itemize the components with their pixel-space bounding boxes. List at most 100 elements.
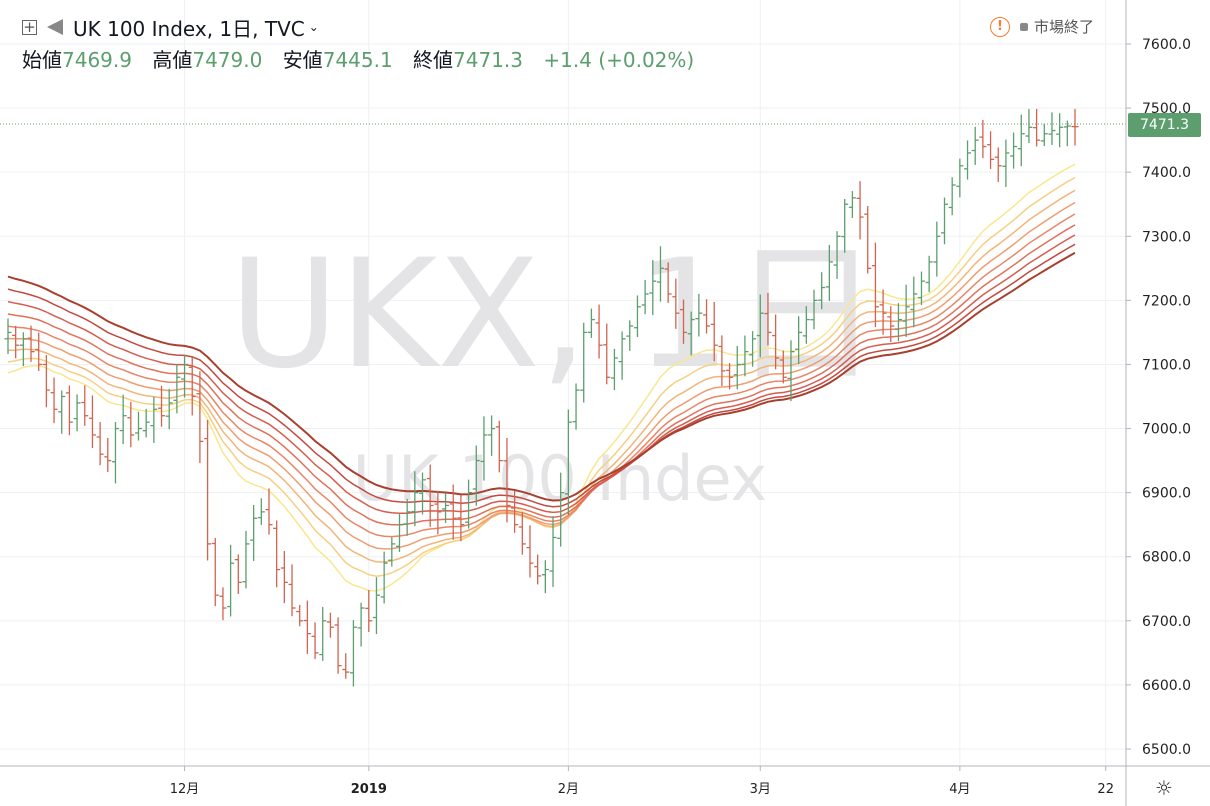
ohlc-bar — [956, 158, 964, 198]
ohlc-bar — [426, 464, 434, 527]
ohlc-bar — [265, 488, 273, 535]
ohlc-bar — [296, 604, 304, 627]
ohlc-bar — [96, 422, 104, 466]
ohlc-bar — [434, 490, 442, 535]
ohlc-bar — [941, 197, 949, 245]
plus-icon[interactable]: + — [22, 17, 37, 36]
open-value: 7469.9 — [62, 48, 132, 72]
ohlc-bar — [902, 284, 910, 337]
ohlc-bar — [948, 177, 956, 216]
ohlc-bar — [58, 390, 66, 434]
ohlc-bar — [419, 472, 427, 515]
low-label: 安値 — [282, 48, 323, 72]
time-axis: 12月 2019 2月 3月 4月 22 — [170, 766, 1114, 797]
ohlc-bar — [380, 551, 388, 604]
ohlc-bar — [411, 471, 419, 527]
ohlc-bar — [1056, 113, 1064, 148]
ohlc-bar — [449, 484, 457, 540]
ohlc-bar — [250, 504, 258, 561]
chevron-down-icon[interactable]: ⌄ — [308, 20, 319, 34]
ohlc-bar — [1002, 139, 1010, 187]
ohlc-bar — [403, 498, 411, 536]
ohlc-bar — [227, 544, 235, 617]
ohlc-bar — [917, 271, 925, 306]
y-tick-label: 6500.0 — [1142, 742, 1191, 758]
ohlc-bar — [779, 350, 787, 384]
ohlc-bar — [687, 311, 695, 356]
warning-icon[interactable]: ! — [990, 16, 1010, 37]
ohlc-bar — [495, 420, 503, 473]
ohlc-bar — [35, 332, 43, 371]
symbol-title[interactable]: UK 100 Index, 1日, TVC — [73, 16, 305, 41]
ohlc-bar — [572, 383, 580, 430]
ohlc-bar — [795, 316, 803, 365]
ohlc-bar — [764, 292, 772, 346]
ohlc-bars — [4, 108, 1079, 687]
ohlc-bar — [810, 289, 818, 330]
status-dot-icon — [1020, 22, 1028, 31]
ohlc-bar — [1040, 123, 1048, 147]
ohlc-bar — [841, 199, 849, 253]
market-status-text: 市場終了 — [1034, 18, 1095, 36]
ohlc-bar — [703, 299, 711, 334]
y-tick-label: 7600.0 — [1142, 37, 1191, 53]
ohlc-bar — [656, 246, 664, 302]
ohlc-bar — [818, 272, 826, 310]
ohlc-bar — [618, 331, 626, 380]
last-price-badge: 7471.3 — [1128, 113, 1201, 137]
ohlc-bar — [50, 377, 58, 424]
ohlc-bar — [488, 415, 496, 456]
ohlc-bar — [104, 437, 112, 473]
ohlc-bar — [595, 304, 603, 359]
ohlc-bar — [979, 119, 987, 159]
ohlc-bar — [1017, 114, 1025, 167]
y-tick-label: 6800.0 — [1142, 550, 1191, 566]
ema-line-30 — [7, 189, 1076, 563]
settings-icon[interactable]: ☼ — [1155, 776, 1173, 800]
ohlc-bar — [603, 323, 611, 385]
ohlc-bar — [1033, 108, 1041, 147]
ohlc-bar — [680, 299, 688, 344]
ohlc-bar — [664, 262, 672, 303]
ohlc-bar — [196, 371, 204, 464]
x-tick-label: 3月 — [750, 782, 771, 797]
ohlc-bar — [42, 355, 50, 408]
ohlc-bar — [587, 308, 595, 338]
ohlc-bar — [280, 551, 288, 604]
ohlc-bar — [633, 295, 641, 337]
ohlc-bar — [342, 653, 350, 679]
ohlc-bar — [395, 514, 403, 552]
x-tick-label: 22 — [1097, 782, 1114, 797]
ohlc-bar — [158, 385, 166, 427]
x-tick-label: 2月 — [558, 782, 579, 797]
ema-line-55 — [7, 243, 1076, 508]
ohlc-bar — [204, 420, 212, 561]
ohlc-bar — [695, 293, 703, 337]
ohlc-bar — [726, 362, 734, 390]
ohlc-bar — [887, 306, 895, 343]
y-tick-label: 7400.0 — [1142, 165, 1191, 181]
ohlc-bar — [119, 394, 127, 445]
ohlc-bar — [111, 421, 119, 484]
y-tick-label: 6600.0 — [1142, 678, 1191, 694]
market-status[interactable]: ! 市場終了 — [990, 16, 1094, 37]
ohlc-bar — [150, 396, 158, 443]
ohlc-bar — [81, 385, 89, 426]
ohlc-bar — [388, 537, 396, 567]
ohlc-bar — [626, 320, 634, 351]
ohlc-bar — [234, 554, 242, 594]
ohlc-bar — [211, 537, 219, 607]
ohlc-bar — [142, 408, 150, 438]
ohlc-bar — [894, 303, 902, 342]
ohlc-bar — [848, 191, 856, 218]
y-tick-label: 7300.0 — [1142, 229, 1191, 245]
ohlc-bar — [273, 520, 281, 588]
ohlc-bar — [864, 206, 872, 274]
ohlc-bar — [910, 276, 918, 328]
ohlc-bar — [987, 131, 995, 170]
ohlc-bar — [4, 318, 12, 355]
flag-icon[interactable] — [47, 19, 63, 35]
y-tick-label: 7100.0 — [1142, 357, 1191, 373]
ohlc-bar — [964, 140, 972, 180]
